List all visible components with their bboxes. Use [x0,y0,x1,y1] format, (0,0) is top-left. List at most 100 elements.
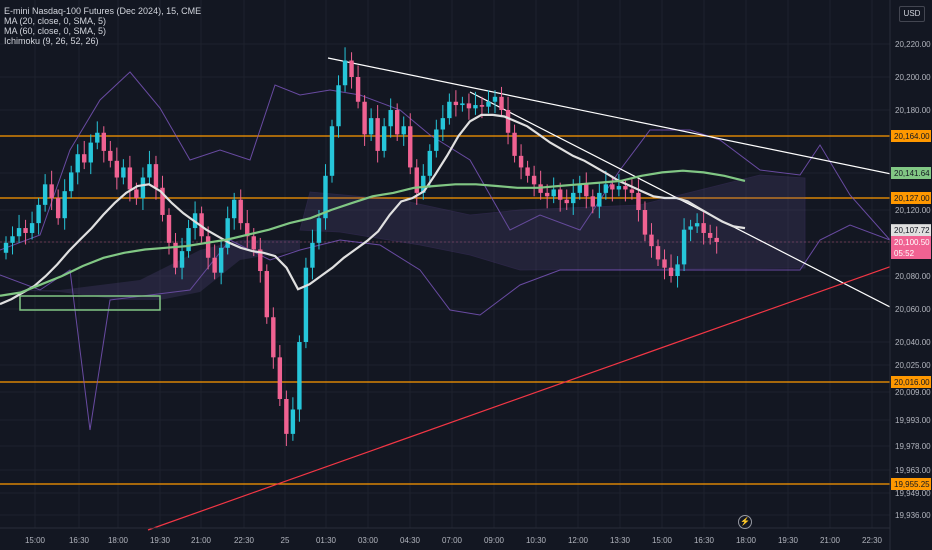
candle-body [95,132,100,143]
price-tick-label: 20,025.00 [895,361,931,370]
candle-body [55,198,61,219]
candle-body [218,247,224,273]
candle-body [492,96,498,102]
candle-body [473,105,478,109]
candle-body [3,242,9,253]
candle-body [88,142,93,163]
candle-body [421,175,426,193]
candle-body [597,192,602,207]
candle-body [271,317,276,358]
time-tick-label: 04:30 [400,536,421,545]
candle-body [486,101,491,107]
candle-body [349,60,354,77]
candle-body [636,192,641,210]
price-tick-label: 19,978.00 [895,442,931,451]
candle-body [297,342,302,410]
candle-body [179,251,185,268]
time-tick-label: 21:00 [820,536,841,545]
candle-body [49,184,54,198]
price-tick-label: 20,120.00 [895,206,931,215]
candle-body [368,118,374,135]
legend-ichimoku[interactable]: Ichimoku (9, 26, 52, 26) [4,36,99,46]
time-tick-label: 09:00 [484,536,505,545]
candle-body [127,167,133,190]
candle-body [505,110,511,133]
candle-body [388,110,393,127]
candle-body [303,267,309,342]
candle-body [662,259,667,268]
symbol-title[interactable]: E-mini Nasdaq-100 Futures (Dec 2024), 15… [4,6,202,16]
candle-body [375,118,380,151]
candle-body [173,242,178,268]
candle-body [82,154,87,163]
time-axis[interactable]: 15:00 16:30 18:00 19:30 21:00 22:30 25 01:30 03:… [0,527,890,545]
candle-body [147,164,152,178]
candle-body [75,154,80,173]
time-tick-label: 21:00 [191,536,212,545]
ichimoku-span-lower [0,224,891,431]
price-tick-label: 20,009.00 [895,388,931,397]
candle-body [166,214,172,243]
ichimoku-span-upper [0,71,891,251]
candle-body [499,96,504,110]
candle-body [571,192,576,204]
price-tick-label: 19,949.00 [895,489,931,498]
candle-body [447,101,452,119]
price-tick-label: 20,220.00 [895,40,931,49]
candle-body [121,167,126,178]
time-tick-label: 16:30 [69,536,90,545]
time-tick-label: 22:30 [862,536,883,545]
level-tag-label: 20,164.00 [894,132,930,141]
candle-body [577,184,582,193]
time-tick-label: 13:30 [610,536,631,545]
currency-button[interactable]: USD [899,6,925,22]
candle-body [225,218,230,248]
time-tick-label: 10:30 [526,536,547,545]
legend-ma20[interactable]: MA (20, close, 0, SMA, 5) [4,16,107,26]
candle-body [362,101,367,135]
candle-body [290,409,296,434]
price-tag [891,236,931,248]
candle-body [232,199,237,219]
grid [0,0,890,528]
candle-body [381,126,387,151]
ichimoku-cloud-fill-left [0,240,300,300]
candle-body [427,150,432,176]
candle-body [544,192,550,197]
time-tick-label: 19:30 [150,536,171,545]
candle-body [264,271,269,318]
candle-body [512,132,517,156]
candle-body [584,184,589,197]
ichimoku-cloud-fill [299,174,806,271]
candle-body [401,126,406,135]
candle-body [558,189,563,200]
candle-body [245,223,250,237]
time-tick-label: 12:00 [568,536,589,545]
time-tick-label: 15:00 [652,536,673,545]
candle-body [134,189,139,198]
moving-averages [0,113,746,306]
candle-body [440,118,446,130]
candle-body [564,199,569,204]
candle-body [714,237,719,242]
price-tick-label: 20,040.00 [895,338,931,347]
candle-body [101,132,106,151]
time-tick-label: 19:30 [778,536,799,545]
price-tag [891,224,931,237]
candle-body [16,228,22,237]
candle-body [668,267,674,276]
candle-body [466,103,472,109]
flash-icon[interactable]: ⚡ [738,515,752,529]
candle-body [69,172,74,192]
candle-body [453,101,459,106]
time-tick-label: 01:30 [316,536,337,545]
candle-body [701,223,706,233]
highlight-box [19,295,161,311]
price-axis[interactable]: 20,220.0020,200.0020,180.0020,141.6420,1… [889,0,932,550]
candle-body [616,186,622,190]
candle-body [649,234,654,247]
time-tick-label: 22:30 [234,536,255,545]
time-tick-label: 18:00 [108,536,129,545]
legend-ma60[interactable]: MA (60, close, 0, SMA, 5) [4,26,107,36]
